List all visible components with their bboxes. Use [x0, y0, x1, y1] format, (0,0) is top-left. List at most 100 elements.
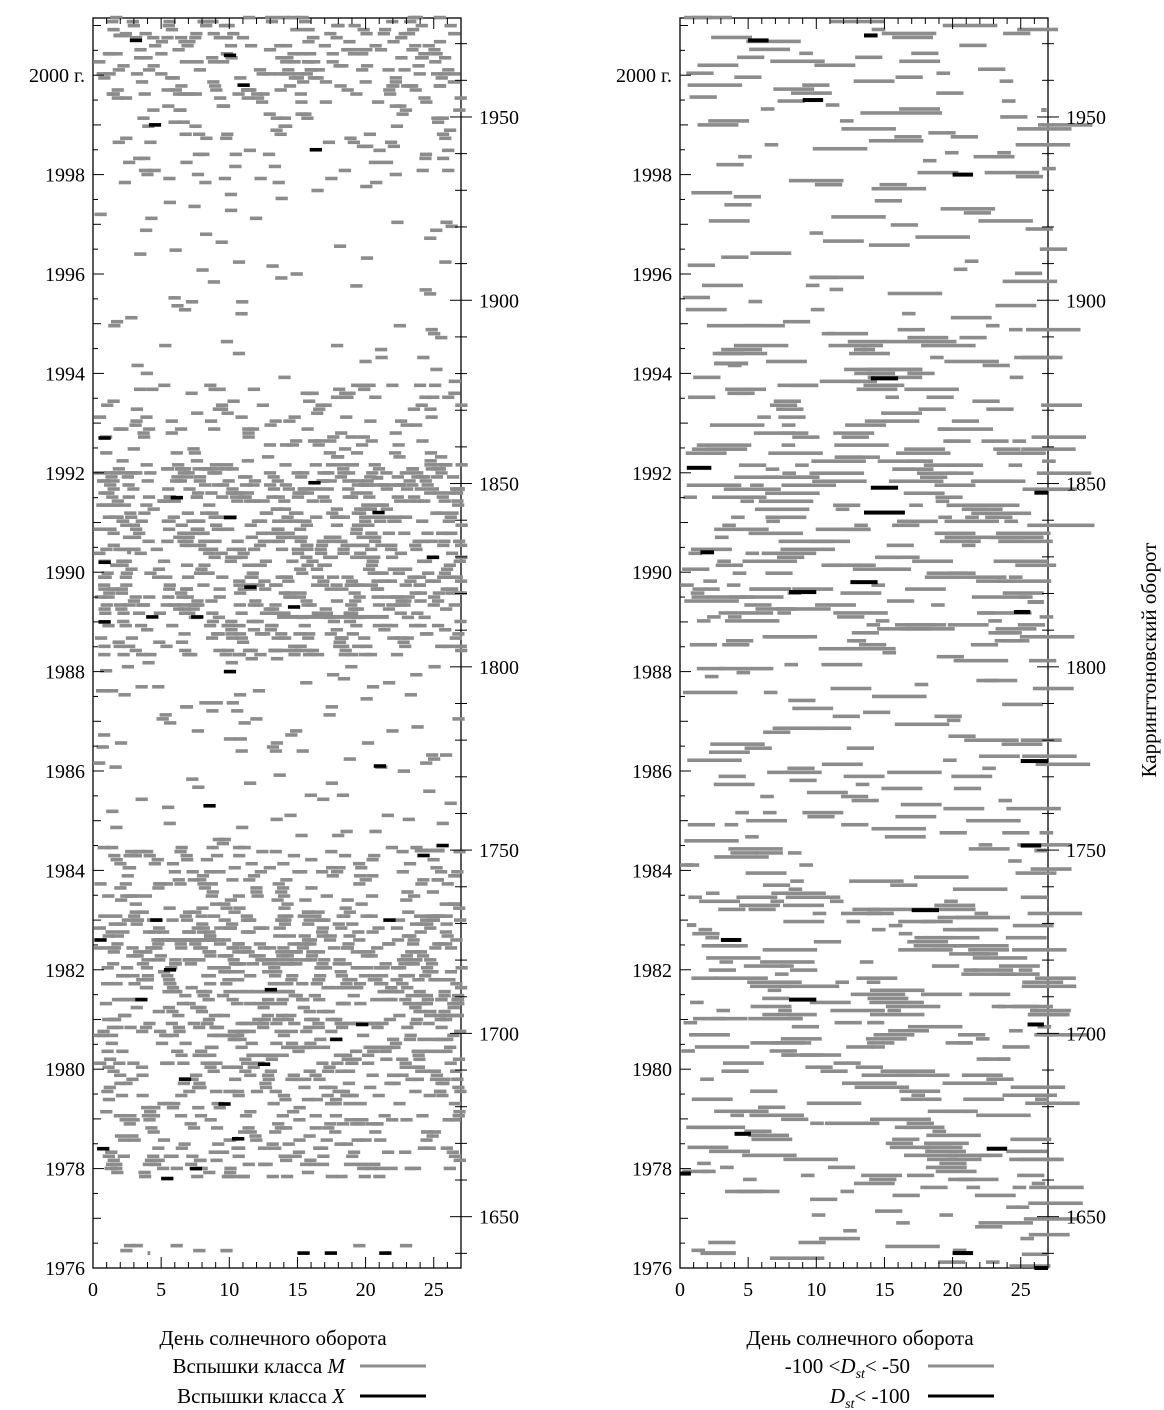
- mark: [410, 958, 423, 962]
- mark: [724, 619, 780, 623]
- mark: [289, 1154, 302, 1159]
- mark: [864, 419, 920, 423]
- mark: [325, 865, 339, 870]
- mark: [218, 918, 231, 922]
- mark: [220, 463, 234, 467]
- mark: [767, 770, 822, 775]
- mark: [203, 934, 217, 938]
- mark: [287, 605, 301, 609]
- mark: [361, 1061, 375, 1066]
- mark: [204, 419, 218, 423]
- mark: [287, 1073, 300, 1078]
- mark: [721, 255, 749, 260]
- mark: [218, 969, 231, 974]
- mark-run: [1020, 843, 1042, 848]
- mark: [837, 615, 865, 619]
- mark: [681, 1049, 695, 1053]
- mark: [715, 563, 743, 568]
- mark: [107, 587, 120, 591]
- mark: [269, 419, 282, 423]
- mark: [181, 43, 194, 48]
- mark: [401, 985, 414, 990]
- mark: [351, 985, 364, 990]
- mark: [453, 1158, 466, 1163]
- mark: [995, 303, 1037, 308]
- mark: [274, 43, 287, 48]
- mark: [165, 966, 178, 970]
- mark: [130, 922, 143, 926]
- mark: [750, 483, 764, 488]
- mark: [341, 47, 354, 52]
- mark: [687, 758, 742, 763]
- mark: [382, 531, 396, 536]
- mark: [383, 88, 396, 92]
- mark: [246, 571, 259, 575]
- mark: [299, 1045, 312, 1050]
- mark: [855, 782, 870, 787]
- mark: [272, 519, 285, 523]
- mark: [441, 1037, 454, 1042]
- mark: [423, 292, 437, 296]
- mark: [310, 487, 323, 491]
- mark: [439, 930, 453, 934]
- mark: [169, 88, 183, 92]
- mark: [431, 463, 444, 467]
- mark: [409, 43, 422, 48]
- mark: [405, 1077, 418, 1082]
- mark: [360, 954, 374, 958]
- mark: [843, 1228, 857, 1233]
- mark: [233, 1146, 246, 1150]
- mark: [118, 503, 132, 507]
- mark: [444, 515, 457, 519]
- series-black: [680, 33, 1048, 1270]
- mark: [375, 571, 388, 575]
- mark: [353, 861, 366, 866]
- mark: [138, 156, 151, 161]
- mark: [309, 463, 322, 467]
- mark: [391, 595, 405, 599]
- mark: [187, 607, 200, 611]
- mark: [762, 883, 791, 887]
- mark: [411, 499, 424, 503]
- mark: [294, 591, 307, 595]
- mark: [948, 571, 976, 575]
- mark: [222, 977, 235, 982]
- x-tick-label: 10: [806, 1279, 826, 1301]
- mark: [362, 1053, 375, 1058]
- mark: [282, 531, 295, 536]
- mark: [131, 363, 144, 368]
- mark: [263, 72, 276, 76]
- mark: [767, 635, 809, 639]
- left-tick-label: 1986: [632, 761, 672, 783]
- mark: [720, 1165, 734, 1170]
- mark: [360, 966, 373, 970]
- mark: [223, 1089, 236, 1094]
- mark: [309, 147, 322, 152]
- mark: [197, 882, 210, 886]
- mark: [429, 60, 442, 64]
- mark: [439, 260, 452, 264]
- mark: [255, 958, 268, 962]
- mark: [144, 571, 157, 575]
- mark: [177, 539, 190, 544]
- mark: [391, 938, 405, 942]
- mark: [330, 627, 343, 632]
- mark: [273, 72, 287, 76]
- mark: [240, 930, 254, 934]
- mark: [378, 579, 391, 583]
- mark: [809, 471, 865, 476]
- mark: [323, 713, 336, 717]
- mark: [781, 443, 796, 447]
- mark: [770, 899, 785, 904]
- mark: [116, 459, 129, 463]
- mark: [745, 551, 760, 556]
- mark: [308, 480, 321, 485]
- mark: [384, 140, 398, 145]
- mark: [163, 1154, 176, 1159]
- mark: [705, 935, 719, 940]
- mark: [263, 47, 277, 52]
- mark: [103, 591, 116, 595]
- mark: [790, 879, 804, 883]
- mark: [234, 962, 247, 966]
- mark: [306, 1045, 319, 1050]
